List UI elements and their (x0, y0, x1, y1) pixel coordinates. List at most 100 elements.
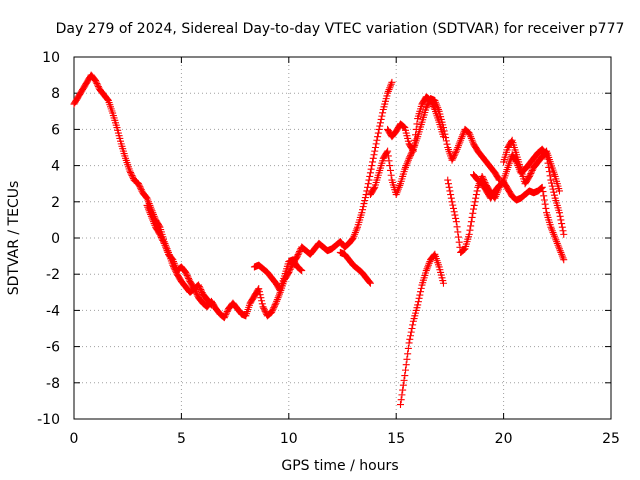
series-segment-h (444, 145, 568, 256)
data-point (396, 401, 404, 409)
data-point (369, 154, 377, 162)
data-point (424, 101, 432, 109)
data-point (558, 220, 566, 228)
series-segment-g (396, 250, 447, 409)
data-point (444, 176, 452, 184)
series-segment-i (470, 171, 568, 264)
data-point (195, 283, 203, 291)
series-segment-b (143, 201, 215, 309)
grid (74, 57, 611, 419)
x-tick-label: 20 (495, 431, 513, 447)
data-point (127, 169, 135, 177)
data-point (134, 180, 142, 188)
data-point (182, 268, 190, 276)
data-point (448, 198, 456, 206)
data-point (296, 248, 304, 256)
data-point (452, 149, 460, 157)
data-point (366, 169, 374, 177)
data-point (378, 112, 386, 120)
data-point (468, 213, 476, 221)
y-tick-label: -2 (46, 267, 60, 283)
data-point (444, 180, 452, 188)
data-point (160, 238, 167, 246)
data-point (560, 256, 568, 264)
data-point (545, 168, 553, 176)
data-point (369, 158, 377, 166)
data-point (454, 228, 462, 236)
data-points (70, 71, 568, 409)
data-point (470, 201, 478, 209)
data-point (538, 183, 546, 191)
data-point (260, 304, 268, 312)
data-point (414, 301, 422, 309)
data-point (127, 170, 135, 178)
data-point (269, 305, 277, 313)
data-point (374, 129, 382, 137)
data-point (447, 191, 455, 199)
data-point (275, 285, 283, 293)
series-segment-c (250, 256, 306, 294)
data-point (548, 179, 556, 187)
data-point (400, 123, 408, 131)
data-point (547, 176, 555, 184)
data-point (541, 200, 549, 208)
data-point (136, 183, 144, 191)
data-point (297, 266, 305, 274)
data-point (405, 339, 413, 347)
data-point (368, 162, 376, 170)
data-point (295, 249, 303, 257)
data-point (207, 301, 215, 309)
data-point (404, 350, 412, 358)
data-point (528, 166, 536, 174)
data-point (261, 307, 269, 315)
data-point (467, 222, 475, 230)
data-point (360, 200, 368, 208)
data-point (298, 267, 306, 275)
data-point (540, 196, 548, 204)
data-point (450, 152, 458, 160)
data-point (196, 284, 204, 292)
data-point (137, 184, 145, 192)
data-point (361, 194, 369, 202)
x-tick-label: 10 (280, 431, 298, 447)
y-tick-label: 4 (51, 159, 60, 175)
data-point (197, 287, 205, 295)
data-point (449, 201, 457, 209)
data-point (364, 180, 372, 188)
data-point (448, 156, 456, 164)
data-point (359, 203, 367, 211)
data-point (365, 176, 373, 184)
data-point (406, 335, 414, 343)
data-point (404, 344, 412, 352)
data-point (375, 125, 383, 133)
data-point (399, 122, 407, 130)
data-point (408, 325, 416, 332)
data-point (450, 208, 458, 216)
data-point (422, 104, 430, 112)
data-point (409, 147, 417, 155)
data-point (424, 99, 432, 107)
x-tick-label: 0 (70, 431, 79, 447)
data-point (402, 366, 410, 374)
data-point (470, 205, 478, 213)
data-point (449, 204, 457, 212)
data-point (92, 78, 100, 86)
data-point (268, 307, 276, 315)
data-point (467, 218, 475, 226)
data-point (128, 172, 136, 180)
data-point (192, 289, 200, 297)
data-point (414, 298, 422, 306)
data-point (407, 150, 415, 158)
data-point (129, 173, 137, 181)
data-point (398, 391, 406, 399)
data-point (495, 175, 503, 183)
data-point (479, 174, 487, 182)
data-point (449, 155, 457, 163)
data-point (255, 285, 263, 293)
data-point (469, 209, 477, 217)
x-tick-label: 5 (177, 431, 186, 447)
data-point (473, 187, 481, 195)
data-point (383, 148, 391, 156)
data-point (527, 169, 535, 177)
data-point (193, 291, 201, 299)
